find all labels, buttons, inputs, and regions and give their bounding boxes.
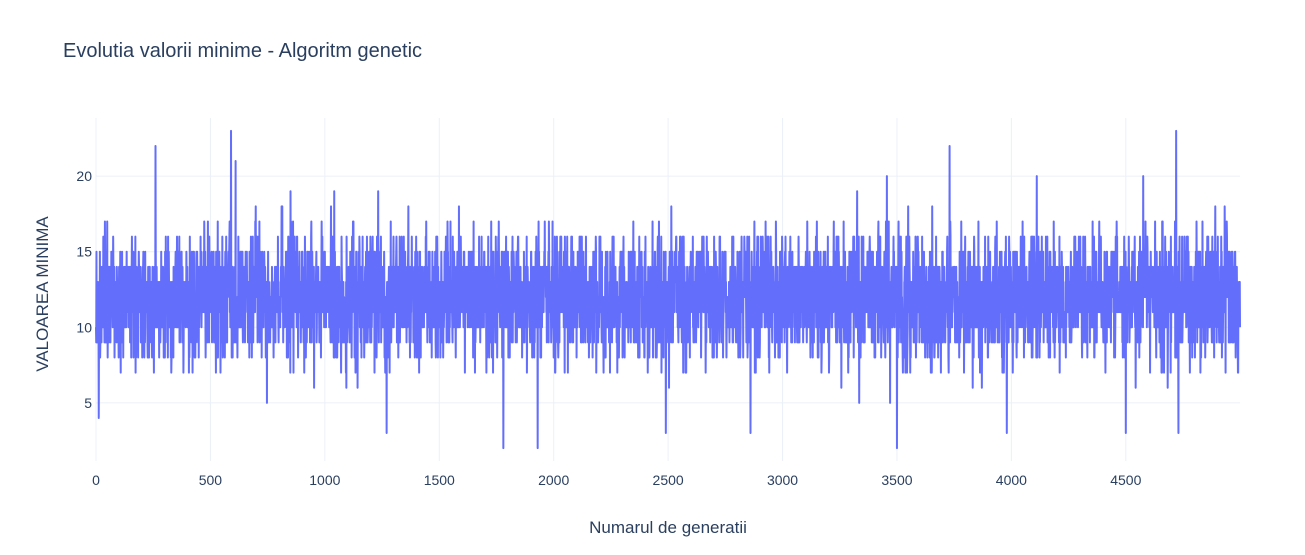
chart-title: Evolutia valorii minime - Algoritm genet… [63, 40, 422, 62]
y-axis-title: VALOAREA MINIMA [33, 216, 52, 372]
x-tick-label: 4000 [996, 472, 1027, 488]
y-tick-label: 5 [84, 395, 92, 411]
x-tick-label: 1500 [424, 472, 455, 488]
x-tick-label: 0 [92, 472, 100, 488]
x-tick-label: 2500 [653, 472, 684, 488]
x-tick-label: 2000 [538, 472, 569, 488]
x-tick-label: 1000 [309, 472, 340, 488]
series-line [95, 129, 1241, 450]
x-tick-label: 3500 [881, 472, 912, 488]
y-tick-label: 15 [76, 244, 92, 260]
x-tick-label: 3000 [767, 472, 798, 488]
x-tick-label: 500 [199, 472, 223, 488]
y-tick-label: 20 [76, 168, 92, 184]
tick-labels: 0 500 1000 1500 2000 2500 3000 3500 4000 4500 5 10 1… [76, 168, 1141, 488]
x-tick-label: 4500 [1110, 472, 1141, 488]
plot-area [95, 129, 1241, 450]
y-tick-label: 10 [76, 319, 92, 335]
x-axis-title: Numarul de generatii [589, 518, 747, 537]
